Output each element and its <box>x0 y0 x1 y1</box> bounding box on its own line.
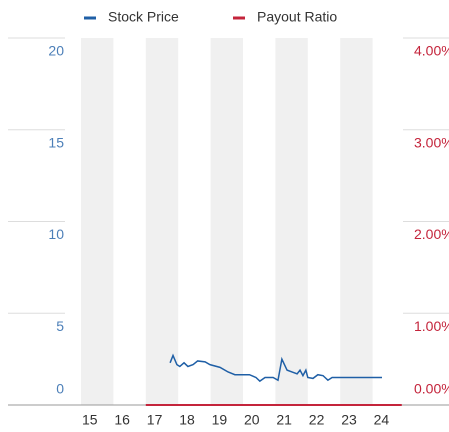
y-tick-label: 15 <box>48 134 64 150</box>
x-tick-label: 18 <box>179 412 195 428</box>
x-tick-label: 19 <box>212 412 228 428</box>
x-tick-label: 21 <box>276 412 292 428</box>
legend-label: Stock Price <box>108 9 179 25</box>
legend-label: Payout Ratio <box>257 9 337 25</box>
y2-tick-label: 4.00% <box>414 43 449 59</box>
x-tick-label: 20 <box>244 412 260 428</box>
x-tick-label: 17 <box>147 412 163 428</box>
y2-tick-label: 0.00% <box>414 381 449 397</box>
x-tick-label: 24 <box>374 412 390 428</box>
y2-tick-label: 3.00% <box>414 134 449 150</box>
x-tick-label: 15 <box>82 412 98 428</box>
x-tick-label: 22 <box>309 412 325 428</box>
x-tick-label: 16 <box>114 412 130 428</box>
x-band <box>210 38 243 405</box>
y-tick-label: 0 <box>56 381 64 397</box>
y2-tick-label: 2.00% <box>414 226 449 242</box>
y2-tick-label: 1.00% <box>414 318 449 334</box>
x-band <box>145 38 179 405</box>
series-line <box>169 353 382 383</box>
x-tick-label: 23 <box>341 412 357 428</box>
x-band <box>81 38 114 405</box>
y-tick-label: 20 <box>48 43 64 59</box>
x-band <box>275 38 308 405</box>
x-band <box>340 38 373 405</box>
y-tick-label: 10 <box>48 226 64 242</box>
y-tick-label: 5 <box>56 318 64 334</box>
